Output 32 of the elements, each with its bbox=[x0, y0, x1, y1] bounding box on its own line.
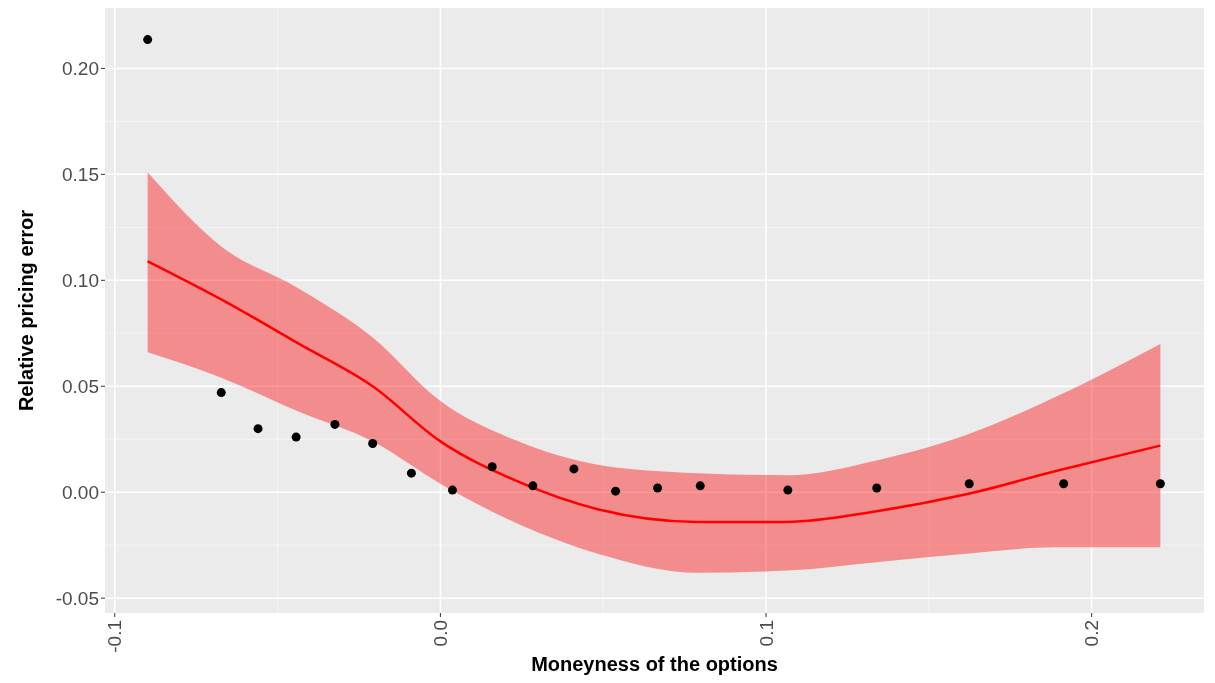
x-tick-label: 0.1 bbox=[755, 620, 777, 647]
point bbox=[653, 483, 663, 493]
line-series bbox=[146, 259, 1162, 524]
point bbox=[783, 485, 793, 495]
y-tick-label: 0.15 bbox=[62, 164, 99, 185]
point bbox=[368, 438, 378, 448]
point bbox=[611, 486, 621, 496]
point bbox=[447, 485, 457, 495]
y-axis-title: Relative pricing error bbox=[15, 209, 37, 412]
point bbox=[964, 479, 974, 489]
x-tick-label: 0.0 bbox=[430, 620, 452, 647]
x-tick-label: 0.2 bbox=[1081, 620, 1103, 647]
point bbox=[253, 424, 263, 434]
y-tick-label: 0.00 bbox=[62, 481, 99, 503]
point bbox=[569, 464, 579, 474]
point bbox=[695, 481, 705, 491]
x-axis-title: Moneyness of the options bbox=[531, 653, 778, 675]
y-tick-label: 0.05 bbox=[62, 375, 99, 397]
point bbox=[216, 388, 226, 398]
x-tick-label: -0.1 bbox=[104, 620, 126, 653]
point bbox=[528, 481, 538, 491]
point bbox=[487, 462, 497, 472]
y-tick-label: 0.20 bbox=[62, 58, 99, 80]
point bbox=[330, 419, 340, 429]
point bbox=[1155, 479, 1165, 489]
point bbox=[872, 483, 882, 493]
point bbox=[143, 35, 153, 45]
point bbox=[291, 432, 301, 442]
y-tick-label: 0.10 bbox=[62, 269, 99, 291]
point bbox=[406, 468, 416, 478]
y-tick-label: -0.05 bbox=[55, 587, 99, 609]
point bbox=[1059, 479, 1069, 489]
